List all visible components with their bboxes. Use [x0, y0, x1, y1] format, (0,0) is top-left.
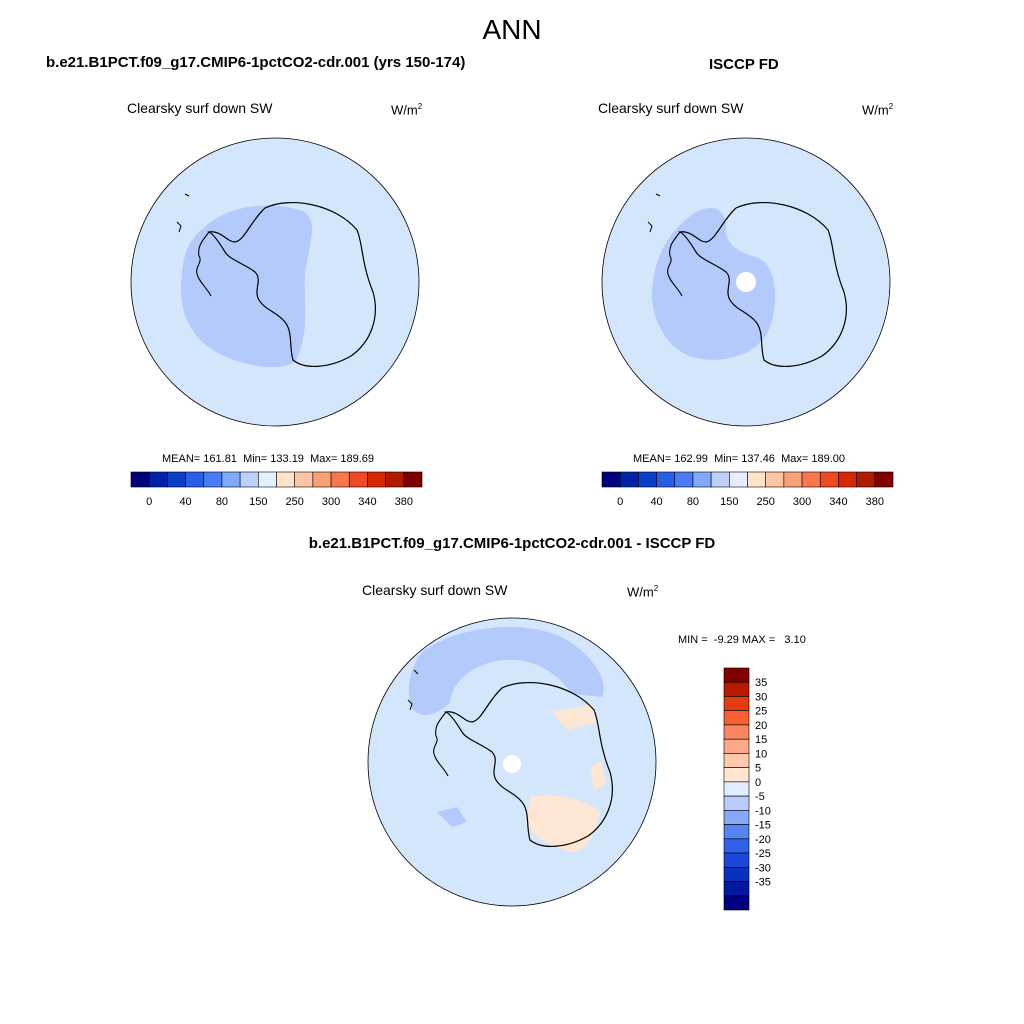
panel2-colorbar-swatch: [619, 471, 639, 488]
panel3-map: [367, 617, 657, 907]
panel2-colorbar-swatch: [765, 471, 785, 488]
panel1-colorbar-swatch: [148, 471, 168, 488]
panel3-colorbar-tick-label: -10: [755, 805, 771, 817]
panel1-colorbar-swatch: [312, 471, 332, 488]
panel2-colorbar: 0 40 80 150 250 300 340 380: [601, 471, 894, 508]
panel2-colorbar-swatch: [601, 471, 621, 488]
panel1-colorbar-swatch: [167, 471, 186, 488]
panel3-colorbar-swatch: [723, 895, 750, 911]
panel3-colorbar-tick-label: -30: [755, 862, 771, 874]
panel2-stats: MEAN= 162.99 Min= 137.46 Max= 189.00: [633, 453, 845, 465]
panel2-colorbar-swatch: [692, 471, 712, 488]
panel2-colorbar-swatch: [656, 471, 676, 488]
panel3-colorbar-swatch: [723, 795, 750, 811]
panel3-colorbar-swatch: [723, 696, 750, 712]
panel3-colorbar-tick-label: 25: [755, 706, 767, 718]
panel3-variable-label: Clearsky surf down SW: [362, 582, 508, 598]
panel1-colorbar-swatch: [403, 471, 423, 488]
panel3-colorbar-tick-label: -15: [755, 820, 771, 832]
panel3-colorbar-tick-label: -20: [755, 834, 771, 846]
panel1-colorbar-swatch: [203, 471, 223, 488]
panel3-colorbar-swatch: [723, 824, 750, 840]
panel2-units: W/m2: [862, 102, 894, 118]
panel3-colorbar-tick-label: -25: [755, 848, 771, 860]
panel3-colorbar-swatch: [723, 852, 750, 868]
panel3-colorbar-swatch: [723, 667, 750, 683]
panel1-colorbar-swatch: [130, 471, 150, 488]
panel1-colorbar-swatch: [330, 471, 350, 488]
figure-title: ANN: [482, 14, 542, 45]
panel1-colorbar-swatch: [367, 471, 386, 488]
panel1-colorbar-tick-label: 40: [179, 496, 191, 508]
panel1-colorbar-swatch: [185, 471, 205, 488]
panel1-map: [130, 137, 420, 427]
panel2-colorbar-tick-label: 380: [866, 496, 884, 508]
panel1-units: W/m2: [391, 102, 423, 118]
panel1-colorbar-tick-label: 300: [322, 496, 340, 508]
panel1-colorbar-swatch: [239, 471, 259, 488]
panel3-colorbar: 35 30 25 20 15 10 5 0 -5 -10 -15 -20 -25 -30 -35: [723, 667, 771, 911]
panel1-colorbar-swatch: [258, 471, 277, 488]
panel2-colorbar-tick-label: 300: [793, 496, 811, 508]
panel2-colorbar-tick-label: 40: [650, 496, 662, 508]
panel2-colorbar-tick-label: 340: [829, 496, 847, 508]
panel1-colorbar-tick-label: 80: [216, 496, 228, 508]
panel3-colorbar-tick-label: 20: [755, 720, 767, 732]
panel3-colorbar-swatch: [723, 781, 750, 797]
panel3-colorbar-tick-label: 30: [755, 691, 767, 703]
panel2-colorbar-swatch: [674, 471, 694, 488]
panel2-colorbar-tick-label: 0: [617, 496, 623, 508]
panel1-colorbar-tick-label: 380: [395, 496, 413, 508]
panel1-colorbar-tick-label: 0: [146, 496, 152, 508]
panel2-colorbar-swatch: [856, 471, 876, 488]
panel2-colorbar-swatch: [801, 471, 821, 488]
panel1-colorbar-swatch: [294, 471, 314, 488]
panel1-colorbar-swatch: [221, 471, 241, 488]
panel3-colorbar-swatch: [723, 724, 750, 740]
panel3-colorbar-swatch: [723, 681, 750, 697]
panel3-colorbar-tick-label: 0: [755, 777, 761, 789]
panel1-stats: MEAN= 161.81 Min= 133.19 Max= 189.69: [162, 453, 374, 465]
panel3-colorbar-tick-label: 35: [755, 677, 767, 689]
panel2-colorbar-swatch: [747, 471, 766, 488]
panel2-colorbar-swatch: [729, 471, 748, 488]
panel2-variable-label: Clearsky surf down SW: [598, 100, 744, 116]
panel3-colorbar-tick-label: 10: [755, 748, 767, 760]
panel3-colorbar-swatch: [723, 881, 750, 897]
panel2-colorbar-tick-label: 250: [757, 496, 775, 508]
panel3-colorbar-swatch: [723, 866, 750, 882]
panel2-colorbar-swatch: [874, 471, 894, 488]
panel3-title: b.e21.B1PCT.f09_g17.CMIP6-1pctCO2-cdr.00…: [308, 535, 716, 552]
panel3-colorbar-swatch: [723, 710, 750, 726]
panel2-colorbar-tick-label: 150: [720, 496, 738, 508]
panel3-stats: MIN = -9.29 MAX = 3.10: [678, 634, 806, 646]
panel3-colorbar-tick-label: -5: [755, 791, 765, 803]
panel2-map: [601, 137, 891, 427]
panel3-colorbar-swatch: [723, 738, 750, 754]
panel3-colorbar-swatch: [723, 838, 750, 854]
panel2-colorbar-swatch: [838, 471, 857, 488]
panel1-title: b.e21.B1PCT.f09_g17.CMIP6-1pctCO2-cdr.00…: [46, 54, 466, 71]
panel1-variable-label: Clearsky surf down SW: [127, 100, 273, 116]
panel3-colorbar-swatch: [723, 753, 750, 768]
panel3-colorbar-tick-label: -35: [755, 877, 771, 889]
panel1-colorbar-swatch: [348, 471, 368, 488]
panel1-colorbar-tick-label: 340: [358, 496, 376, 508]
panel3-colorbar-swatch: [723, 767, 750, 783]
panel2-colorbar-swatch: [710, 471, 730, 488]
panel2-title: ISCCP FD: [709, 56, 779, 73]
panel1-colorbar-tick-label: 150: [249, 496, 267, 508]
panel3-units: W/m2: [627, 584, 659, 600]
panel2-colorbar-tick-label: 80: [687, 496, 699, 508]
panel1-colorbar: 0 40 80 150 250 300 340 380: [130, 471, 423, 508]
panel2-colorbar-swatch: [638, 471, 657, 488]
panel1-colorbar-swatch: [276, 471, 295, 488]
panel3-colorbar-tick-label: 5: [755, 763, 761, 775]
panel2-colorbar-swatch: [819, 471, 839, 488]
panel2-colorbar-swatch: [783, 471, 803, 488]
panel1-colorbar-tick-label: 250: [286, 496, 304, 508]
panel1-colorbar-swatch: [385, 471, 405, 488]
panel3-colorbar-swatch: [723, 810, 750, 825]
panel3-colorbar-tick-label: 15: [755, 734, 767, 746]
